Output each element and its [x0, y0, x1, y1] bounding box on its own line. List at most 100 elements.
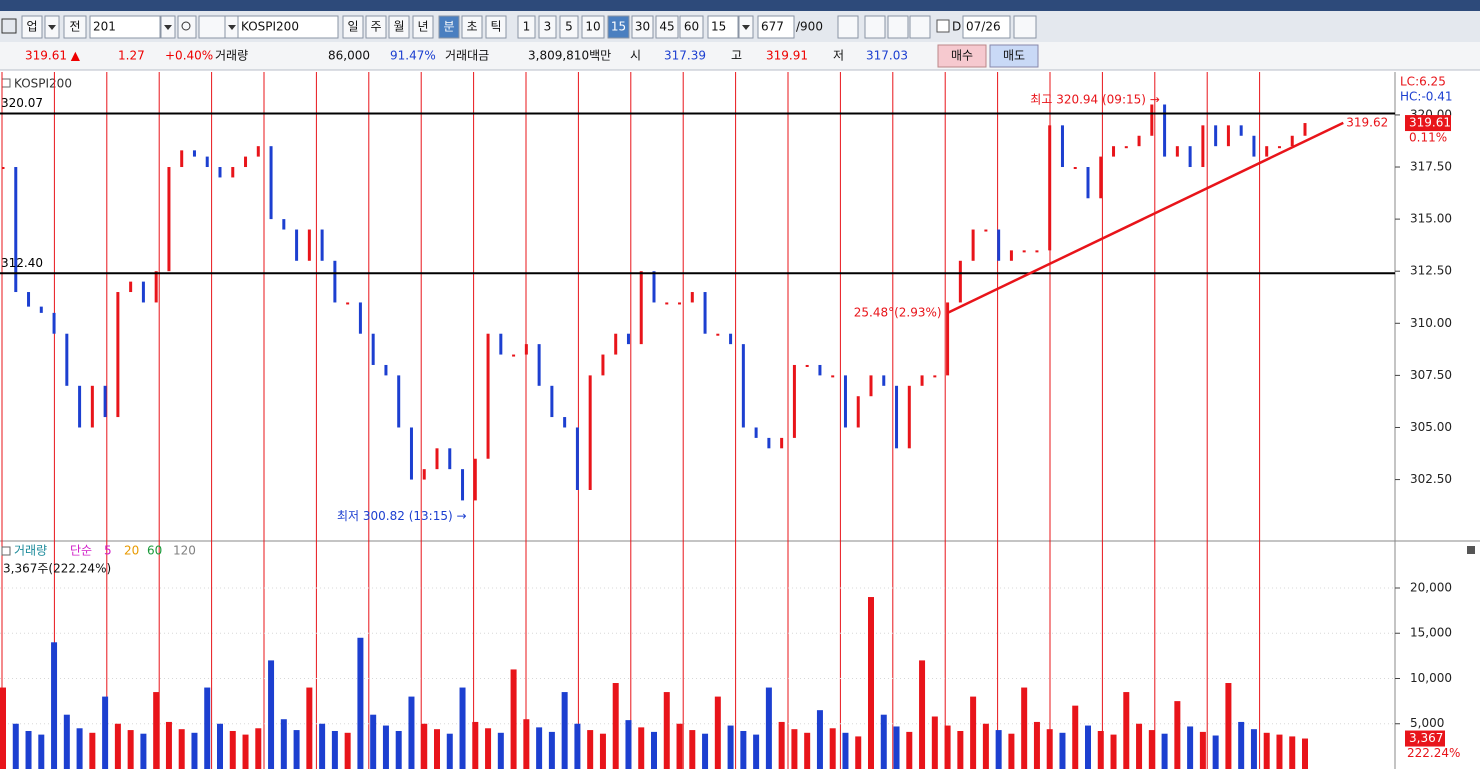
volume-bar [1097, 730, 1104, 769]
quote-volume-ratio: 91.47% [390, 49, 436, 63]
period-button[interactable] [438, 15, 460, 39]
price-bar [1009, 250, 1013, 261]
price-bar [141, 281, 145, 303]
volume-bar [255, 728, 262, 769]
price-bar [282, 219, 286, 230]
search-icon [181, 21, 191, 31]
sell-button[interactable] [989, 44, 1039, 68]
price-bar [205, 156, 209, 168]
period-button-label: 년 [417, 20, 428, 34]
trendline-label: 25.48°(2.93%) [854, 305, 942, 319]
search-button[interactable] [177, 15, 197, 39]
volume-bar [957, 730, 964, 769]
volume-bar [153, 692, 160, 769]
volume-bar [331, 730, 338, 769]
quote-price: 319.61 ▲ [25, 49, 81, 63]
volume-bar [753, 734, 760, 769]
ma-legend: 60 [147, 544, 162, 558]
price-bar [946, 302, 950, 376]
price-bar [1163, 104, 1167, 157]
price-bar [448, 448, 452, 470]
volume-bar [459, 687, 466, 769]
volume-bar [1302, 738, 1308, 769]
price-bar [1175, 146, 1179, 157]
period-button[interactable] [412, 15, 434, 39]
volume-bar [1072, 705, 1079, 769]
interval-button-label: 1 [523, 20, 531, 34]
volume-bar [970, 696, 977, 769]
interval-button[interactable] [679, 15, 704, 39]
price-bar [1150, 104, 1154, 136]
period-button[interactable] [485, 15, 507, 39]
period-button[interactable] [342, 15, 364, 39]
name-input-label: KOSPI200 [241, 20, 299, 34]
price-bar [1303, 123, 1307, 136]
price-bar [39, 306, 43, 313]
tool-button[interactable] [887, 15, 909, 39]
tool-button[interactable] [864, 15, 886, 39]
volume-bar [63, 714, 70, 769]
price-bar [1239, 125, 1243, 136]
price-bar [320, 229, 324, 261]
volume-bar [1199, 731, 1206, 769]
quote-open: 317.39 [664, 49, 706, 63]
day-checkbox[interactable] [936, 19, 950, 33]
price-bar [805, 364, 809, 367]
volume-bar [140, 733, 147, 769]
market-button[interactable] [21, 15, 43, 39]
price-bar [588, 375, 592, 490]
volume-bar [76, 728, 83, 769]
name-input[interactable] [237, 15, 339, 39]
price-bar [52, 312, 56, 334]
y-tick-label: 310.00 [1410, 316, 1452, 330]
price-bar [231, 167, 235, 178]
price-bar [154, 271, 158, 303]
price-bar [767, 437, 771, 449]
price-bar [1099, 156, 1103, 199]
interval-input[interactable] [707, 15, 739, 39]
volume-bar [1250, 729, 1257, 769]
volume-bar [165, 721, 172, 769]
tool-button[interactable] [909, 15, 931, 39]
mode-button[interactable] [63, 15, 87, 39]
interval-button[interactable] [517, 15, 536, 39]
period-button[interactable] [365, 15, 387, 39]
count-input[interactable] [757, 15, 795, 39]
interval-button[interactable] [631, 15, 654, 39]
date-input[interactable] [962, 15, 1011, 39]
calendar-button[interactable] [1013, 15, 1037, 39]
price-bar [1188, 146, 1192, 168]
interval-button[interactable] [538, 15, 557, 39]
pane-close[interactable] [1467, 546, 1475, 554]
volume-bar [714, 696, 721, 769]
interval-button-label: 30 [635, 20, 650, 34]
volume-info: 3,367주(222.24%) [3, 562, 111, 576]
volume-bar [1148, 730, 1155, 769]
volume-bar [816, 710, 823, 769]
interval-button[interactable] [607, 15, 630, 39]
volume-bar [191, 732, 198, 769]
interval-button[interactable] [559, 15, 579, 39]
volume-bar [868, 597, 874, 769]
volume-bar [561, 692, 568, 769]
sound-button[interactable] [198, 15, 226, 39]
volume-bar [587, 730, 594, 769]
volume-bar [1187, 726, 1194, 769]
buy-button[interactable] [937, 44, 987, 68]
period-button[interactable] [461, 15, 483, 39]
day-check-label: D [952, 20, 961, 34]
interval-button[interactable] [581, 15, 605, 39]
interval-button[interactable] [655, 15, 679, 39]
volume-bar [574, 723, 581, 769]
count-max: /900 [796, 20, 823, 34]
trendline [947, 121, 1344, 315]
period-button[interactable] [388, 15, 410, 39]
volume-bar [306, 687, 313, 769]
price-bar [307, 229, 311, 261]
volume-bar [434, 729, 440, 769]
price-bar [1048, 125, 1052, 251]
tool-button[interactable] [837, 15, 859, 39]
title-bar [0, 0, 1480, 11]
code-input[interactable] [89, 15, 161, 39]
